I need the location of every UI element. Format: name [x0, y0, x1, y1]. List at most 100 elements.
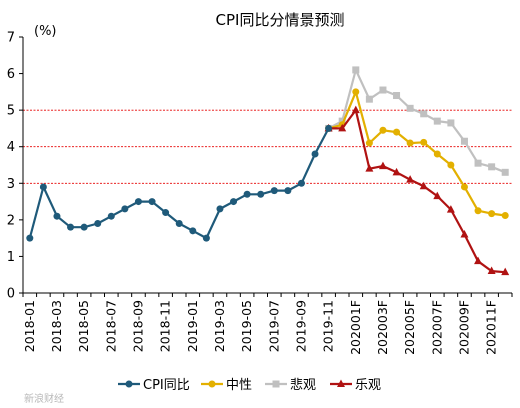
data-point [379, 86, 387, 94]
y-tick-label: 1 [7, 250, 15, 265]
data-point [474, 207, 482, 215]
series-line [328, 68, 506, 174]
legend-label: CPI同比 [143, 378, 190, 393]
y-axis-unit: (%) [34, 24, 57, 39]
x-tick-label: 202001F [348, 300, 363, 355]
data-point [39, 183, 47, 191]
data-point [487, 266, 496, 275]
x-tick-label: 2018-07 [103, 300, 118, 352]
data-point [474, 159, 482, 167]
data-point [433, 191, 442, 200]
data-point [378, 161, 387, 170]
data-point [406, 139, 414, 147]
series-2 [325, 66, 509, 176]
x-tick-label: 202005F [402, 300, 417, 355]
legend-item: CPI同比 [118, 378, 190, 393]
data-point [433, 150, 441, 158]
x-tick-label: 2019-01 [185, 300, 200, 352]
data-point [420, 110, 428, 118]
data-point [352, 66, 360, 74]
data-point [488, 210, 496, 218]
data-point [162, 209, 170, 217]
y-tick-label: 3 [7, 177, 15, 192]
x-tick-label: 2019-05 [239, 300, 254, 352]
data-point [488, 163, 496, 171]
data-point [460, 229, 469, 238]
x-tick-label: 2019-03 [212, 300, 227, 352]
data-point [107, 212, 115, 220]
y-tick-label: 6 [7, 67, 15, 82]
legend-label: 乐观 [355, 378, 381, 393]
series-1 [325, 88, 509, 219]
y-tick-label: 4 [7, 140, 15, 155]
legend-item: 悲观 [265, 377, 316, 393]
data-point [460, 183, 468, 191]
data-point [406, 104, 414, 112]
x-tick-label: 2019-09 [293, 300, 308, 352]
data-point [406, 175, 415, 183]
data-point [365, 95, 373, 103]
data-point [121, 205, 129, 213]
y-tick-label: 0 [7, 287, 15, 302]
data-point [393, 128, 401, 136]
data-point [351, 105, 360, 114]
legend-item: 中性 [201, 378, 252, 393]
data-point [26, 234, 34, 242]
x-tick-label: 202011F [484, 300, 499, 355]
data-point [352, 88, 360, 96]
chart-title: CPI同比分情景预测 [216, 11, 345, 29]
data-point [270, 187, 278, 195]
data-point [392, 167, 401, 176]
data-point [433, 117, 441, 125]
series-line [328, 90, 506, 217]
data-point [189, 227, 197, 235]
data-point [94, 220, 102, 228]
data-point [393, 92, 401, 100]
data-point [208, 380, 216, 388]
legend: CPI同比 中性 悲观 乐观 [118, 377, 381, 393]
data-point [338, 123, 347, 132]
data-point [284, 187, 292, 195]
data-point [501, 168, 509, 176]
series-0 [26, 124, 333, 242]
x-tick-label: 2018-09 [130, 300, 145, 352]
series-lines [26, 66, 510, 276]
data-point [80, 223, 88, 231]
series-line [328, 108, 506, 274]
data-point [134, 198, 142, 206]
x-tick-label: 2018-11 [158, 300, 173, 352]
legend-label: 中性 [226, 378, 252, 393]
data-point [297, 179, 305, 187]
x-tick-label: 202003F [375, 300, 390, 355]
data-point [67, 223, 75, 231]
data-point [338, 117, 346, 125]
data-point [243, 190, 251, 198]
data-point [230, 198, 238, 206]
x-tick-label: 2019-11 [321, 300, 336, 352]
data-point [325, 124, 333, 132]
series-3 [324, 105, 510, 276]
data-point [379, 126, 387, 134]
data-point [447, 161, 455, 169]
data-point [420, 138, 428, 146]
data-point [53, 212, 61, 220]
y-tick-label: 5 [7, 104, 15, 119]
x-tick-label: 2018-01 [22, 300, 37, 352]
data-point [460, 137, 468, 145]
data-point [175, 220, 183, 228]
x-tick-label: 2019-07 [266, 300, 281, 352]
data-point [337, 379, 345, 387]
x-tick-label: 2018-03 [49, 300, 64, 352]
y-tick-label: 7 [7, 31, 15, 46]
watermark-text: 新浪财经 [24, 392, 64, 405]
data-point [446, 205, 455, 213]
axes: 0 1 2 3 4 5 6 7 2018-01 2018-03 2018-05 2018-07 2018… [7, 31, 513, 355]
legend-label: 悲观 [290, 377, 316, 393]
y-tick-label: 2 [7, 213, 15, 228]
data-point [501, 267, 510, 276]
x-tick-label: 202007F [429, 300, 444, 355]
data-point [419, 181, 428, 190]
data-point [365, 139, 373, 147]
data-point [365, 164, 374, 172]
